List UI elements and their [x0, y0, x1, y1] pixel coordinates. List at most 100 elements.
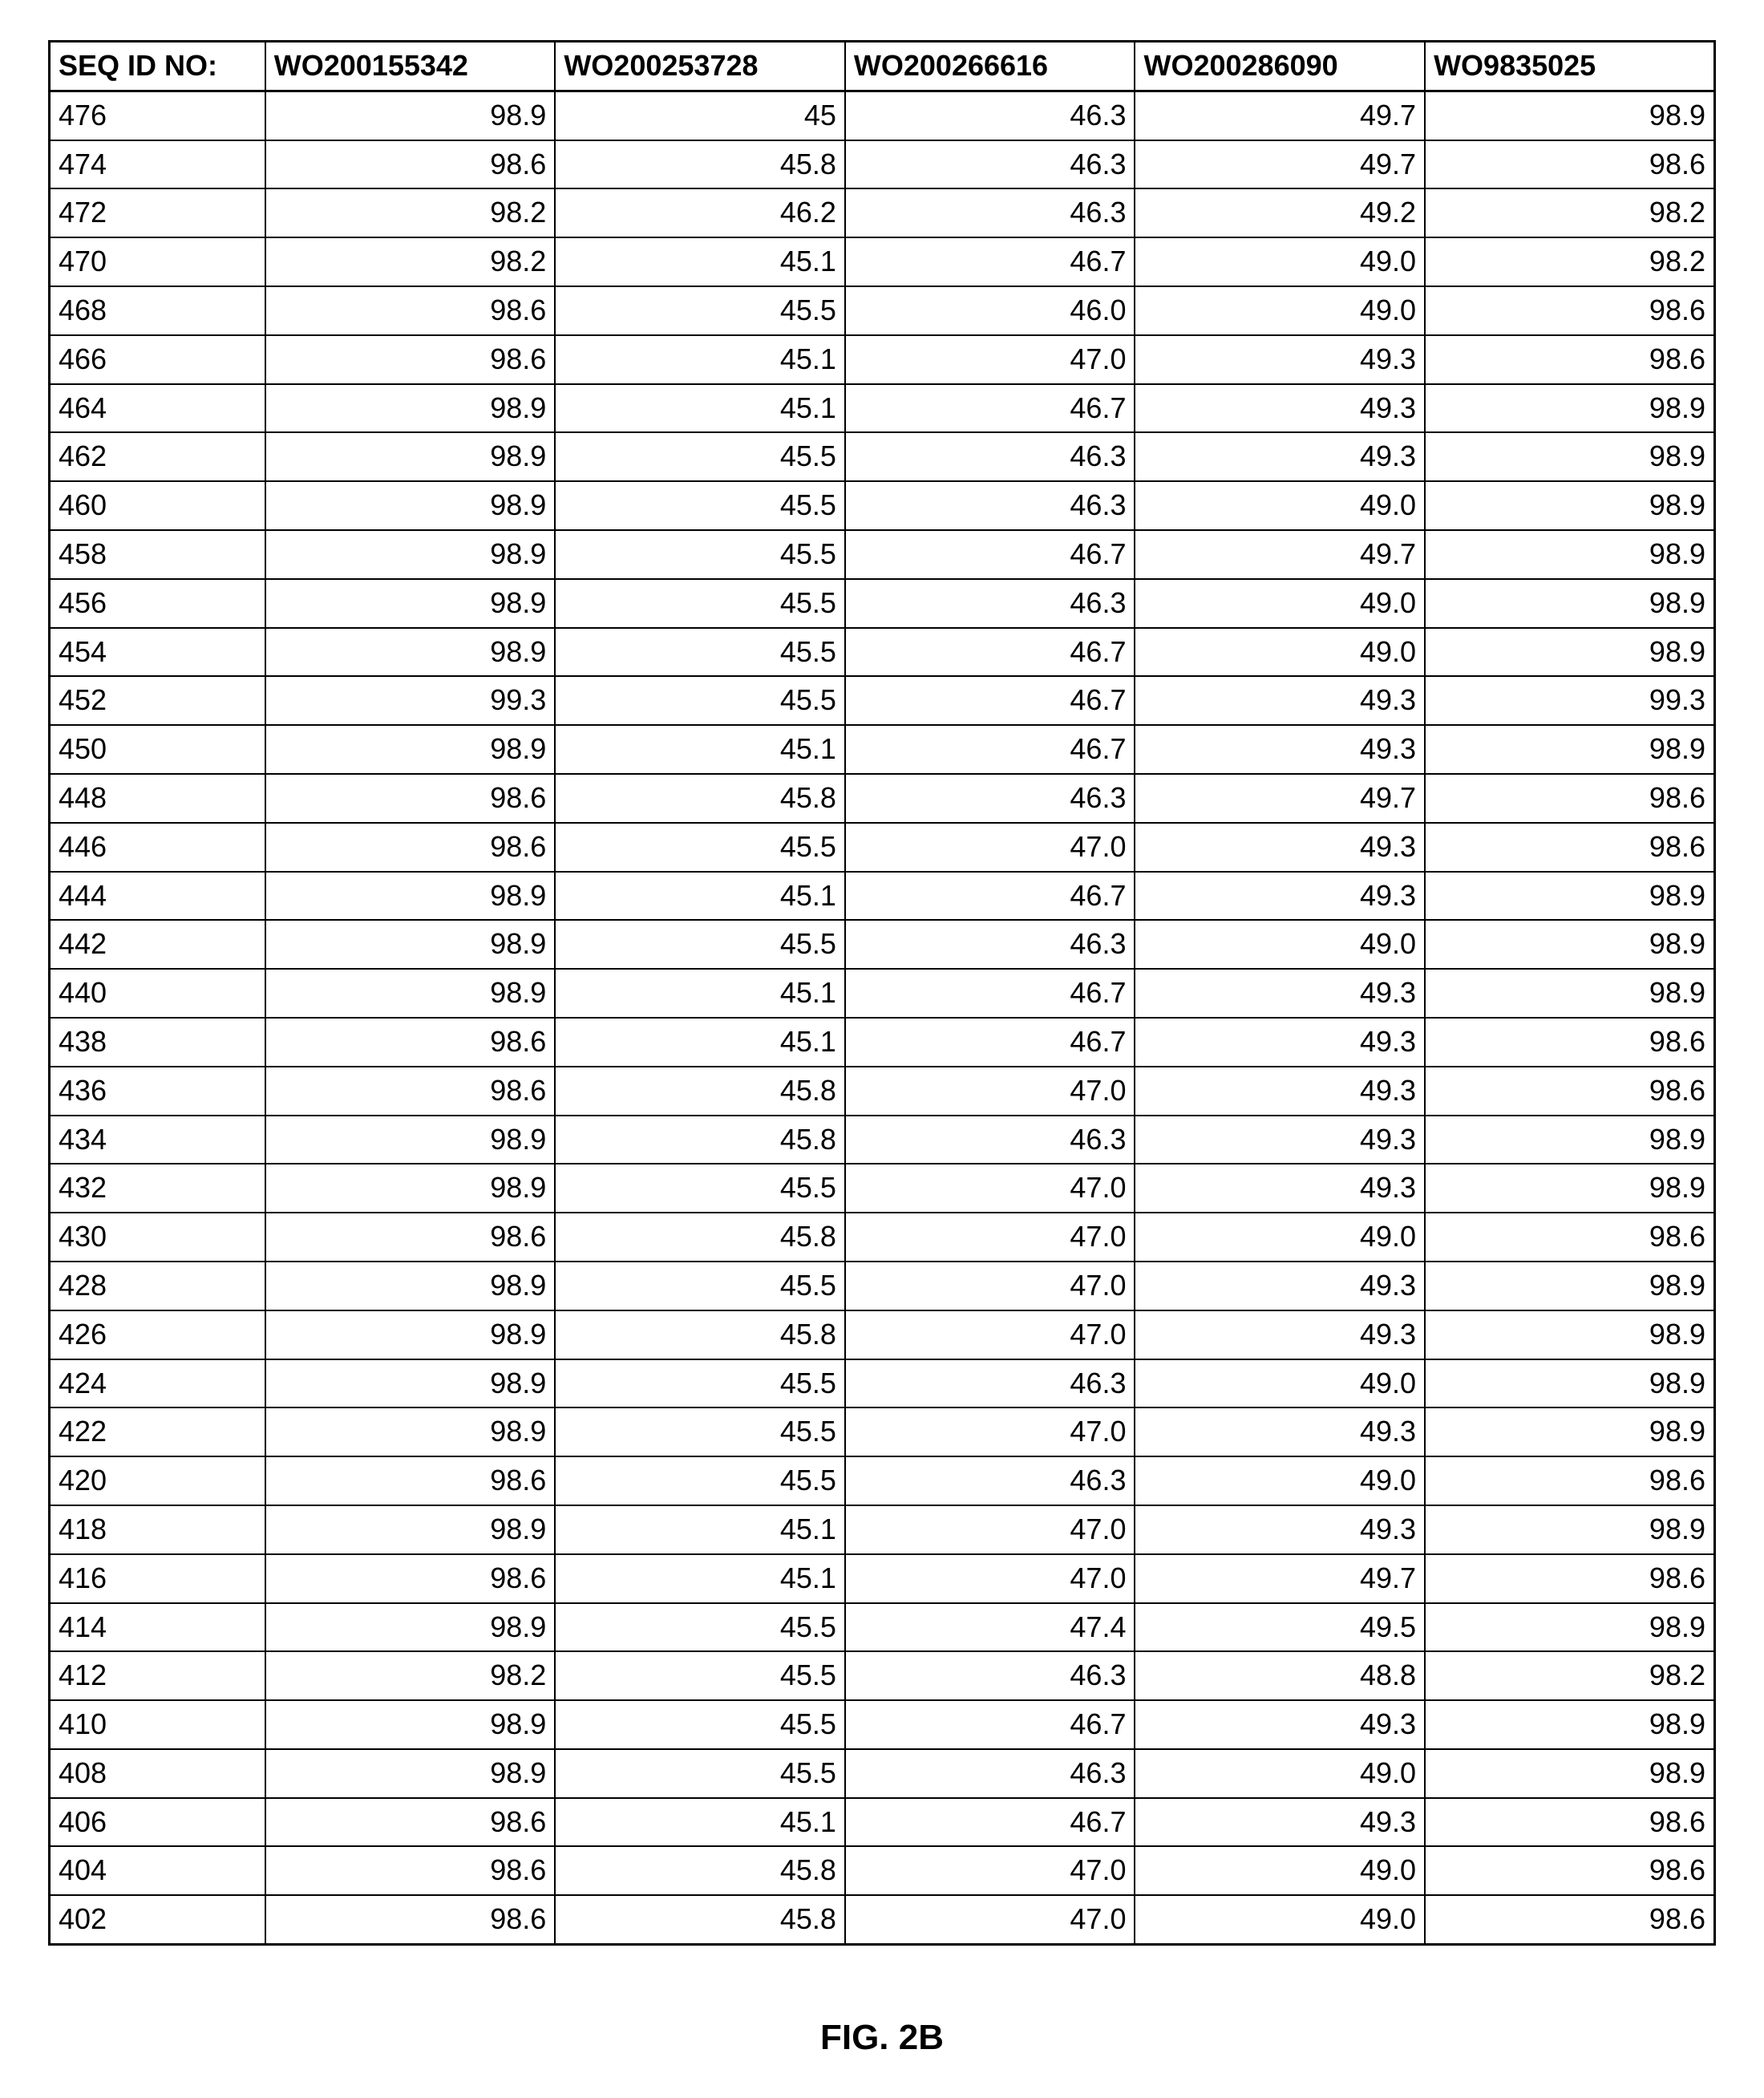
value-cell: 45 [555, 91, 845, 140]
value-cell: 49.3 [1135, 1310, 1425, 1359]
value-cell: 46.3 [845, 1116, 1135, 1164]
seq-id-cell: 470 [50, 237, 265, 286]
seq-id-cell: 476 [50, 91, 265, 140]
value-cell: 45.5 [555, 579, 845, 628]
value-cell: 98.9 [265, 579, 556, 628]
value-cell: 98.6 [1425, 1067, 1714, 1116]
value-cell: 45.1 [555, 237, 845, 286]
table-row: 41298.245.546.348.898.2 [50, 1651, 1715, 1700]
value-cell: 47.0 [845, 1505, 1135, 1554]
value-cell: 98.6 [1425, 1018, 1714, 1067]
value-cell: 45.5 [555, 1262, 845, 1310]
value-cell: 45.5 [555, 920, 845, 969]
seq-id-cell: 424 [50, 1359, 265, 1408]
value-cell: 45.5 [555, 676, 845, 725]
value-cell: 49.0 [1135, 579, 1425, 628]
value-cell: 49.7 [1135, 774, 1425, 823]
value-cell: 98.9 [265, 920, 556, 969]
value-cell: 46.0 [845, 286, 1135, 335]
value-cell: 47.0 [845, 1213, 1135, 1262]
seq-id-cell: 404 [50, 1846, 265, 1895]
table-body: 47698.94546.349.798.947498.645.846.349.7… [50, 91, 1715, 1944]
value-cell: 49.0 [1135, 1749, 1425, 1798]
value-cell: 98.9 [265, 91, 556, 140]
table-row: 46898.645.546.049.098.6 [50, 286, 1715, 335]
value-cell: 48.8 [1135, 1651, 1425, 1700]
table-row: 47098.245.146.749.098.2 [50, 237, 1715, 286]
value-cell: 45.5 [555, 432, 845, 481]
value-cell: 98.6 [1425, 823, 1714, 872]
value-cell: 98.9 [1425, 628, 1714, 677]
value-cell: 47.0 [845, 1067, 1135, 1116]
value-cell: 98.9 [265, 1359, 556, 1408]
table-row: 42098.645.546.349.098.6 [50, 1456, 1715, 1505]
value-cell: 98.9 [1425, 1359, 1714, 1408]
value-cell: 46.3 [845, 920, 1135, 969]
value-cell: 98.2 [1425, 237, 1714, 286]
seq-id-cell: 456 [50, 579, 265, 628]
value-cell: 98.9 [1425, 1164, 1714, 1213]
value-cell: 98.9 [265, 628, 556, 677]
value-cell: 46.2 [555, 188, 845, 237]
seq-id-cell: 462 [50, 432, 265, 481]
table-row: 44898.645.846.349.798.6 [50, 774, 1715, 823]
table-row: 47298.246.246.349.298.2 [50, 188, 1715, 237]
value-cell: 98.6 [265, 1018, 556, 1067]
value-cell: 98.6 [265, 1798, 556, 1847]
value-cell: 98.9 [1425, 432, 1714, 481]
value-cell: 49.0 [1135, 1456, 1425, 1505]
seq-id-cell: 432 [50, 1164, 265, 1213]
value-cell: 45.1 [555, 969, 845, 1018]
value-cell: 45.8 [555, 1116, 845, 1164]
value-cell: 49.3 [1135, 676, 1425, 725]
column-header: WO200155342 [265, 42, 556, 91]
value-cell: 49.3 [1135, 384, 1425, 433]
table-row: 41098.945.546.749.398.9 [50, 1700, 1715, 1749]
value-cell: 98.6 [1425, 1456, 1714, 1505]
value-cell: 99.3 [1425, 676, 1714, 725]
seq-id-cell: 440 [50, 969, 265, 1018]
value-cell: 45.8 [555, 1067, 845, 1116]
value-cell: 49.3 [1135, 1505, 1425, 1554]
table-row: 40898.945.546.349.098.9 [50, 1749, 1715, 1798]
value-cell: 98.9 [265, 1116, 556, 1164]
value-cell: 98.2 [1425, 1651, 1714, 1700]
value-cell: 98.9 [1425, 384, 1714, 433]
value-cell: 49.0 [1135, 286, 1425, 335]
value-cell: 98.9 [265, 432, 556, 481]
value-cell: 47.4 [845, 1603, 1135, 1652]
table-row: 40698.645.146.749.398.6 [50, 1798, 1715, 1847]
value-cell: 47.0 [845, 335, 1135, 384]
table-row: 43498.945.846.349.398.9 [50, 1116, 1715, 1164]
seq-id-cell: 422 [50, 1407, 265, 1456]
value-cell: 49.0 [1135, 1846, 1425, 1895]
value-cell: 98.6 [265, 335, 556, 384]
table-row: 47698.94546.349.798.9 [50, 91, 1715, 140]
table-row: 41498.945.547.449.598.9 [50, 1603, 1715, 1652]
value-cell: 46.7 [845, 969, 1135, 1018]
value-cell: 98.9 [1425, 530, 1714, 579]
value-cell: 49.0 [1135, 481, 1425, 530]
table-row: 44098.945.146.749.398.9 [50, 969, 1715, 1018]
column-header: WO200253728 [555, 42, 845, 91]
table-row: 43898.645.146.749.398.6 [50, 1018, 1715, 1067]
value-cell: 45.8 [555, 774, 845, 823]
value-cell: 45.5 [555, 1651, 845, 1700]
value-cell: 45.5 [555, 1407, 845, 1456]
value-cell: 49.3 [1135, 872, 1425, 921]
value-cell: 98.6 [265, 286, 556, 335]
value-cell: 98.9 [1425, 969, 1714, 1018]
value-cell: 45.5 [555, 1603, 845, 1652]
value-cell: 98.9 [1425, 1116, 1714, 1164]
seq-id-cell: 464 [50, 384, 265, 433]
value-cell: 98.6 [265, 140, 556, 189]
value-cell: 45.5 [555, 1749, 845, 1798]
value-cell: 49.0 [1135, 237, 1425, 286]
table-row: 45898.945.546.749.798.9 [50, 530, 1715, 579]
seq-id-cell: 468 [50, 286, 265, 335]
value-cell: 49.7 [1135, 530, 1425, 579]
value-cell: 98.9 [265, 481, 556, 530]
value-cell: 46.7 [845, 1700, 1135, 1749]
value-cell: 45.5 [555, 1164, 845, 1213]
table-row: 44298.945.546.349.098.9 [50, 920, 1715, 969]
